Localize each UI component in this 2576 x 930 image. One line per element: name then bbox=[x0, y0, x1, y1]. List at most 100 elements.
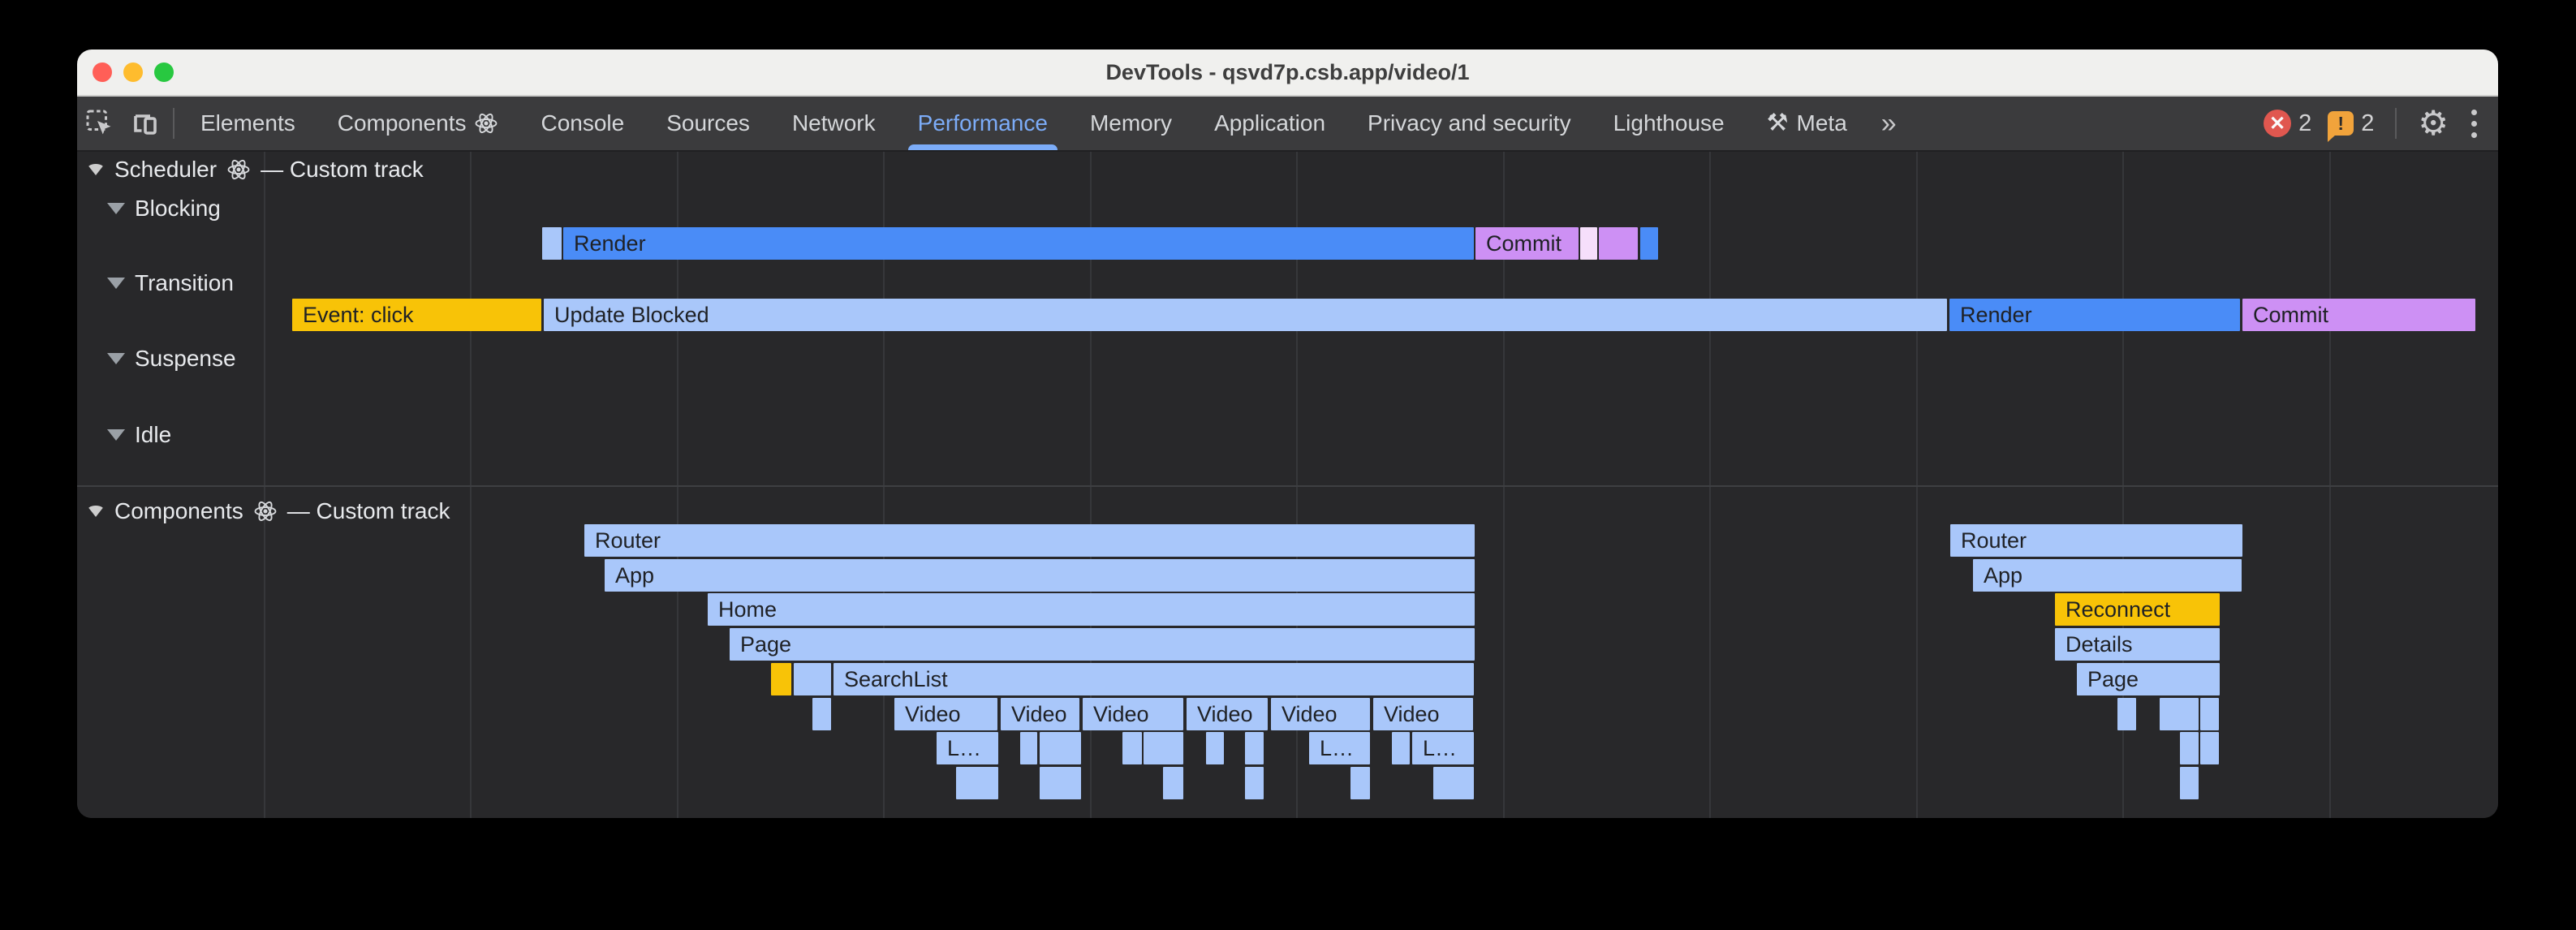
flame-bar[interactable] bbox=[1163, 767, 1183, 799]
timeline-gridline bbox=[1709, 152, 1711, 818]
flame-bar-details[interactable]: Details bbox=[2055, 628, 2220, 661]
flame-bar-video[interactable]: Video bbox=[894, 698, 997, 730]
flame-bar[interactable] bbox=[1040, 767, 1081, 799]
flame-bar[interactable] bbox=[2180, 732, 2199, 764]
flame-bar[interactable] bbox=[1350, 767, 1370, 799]
scheduler-bar-render[interactable]: Render bbox=[1949, 299, 2240, 331]
error-count: 2 bbox=[2298, 110, 2312, 136]
flame-bar-video[interactable]: Video bbox=[1001, 698, 1079, 730]
tab-console[interactable]: Console bbox=[519, 97, 645, 150]
flame-bar-app[interactable]: App bbox=[605, 559, 1475, 592]
lane-transition[interactable]: Transition bbox=[107, 270, 234, 296]
tab-network[interactable]: Network bbox=[771, 97, 897, 150]
lane-label: Blocking bbox=[135, 196, 221, 221]
flame-bar-video[interactable]: Video bbox=[1373, 698, 1473, 730]
scheduler-bar[interactable] bbox=[1640, 227, 1658, 260]
collapse-triangle-icon[interactable] bbox=[87, 506, 105, 517]
tab-label: Console bbox=[541, 110, 625, 136]
tab-elements[interactable]: Elements bbox=[179, 97, 317, 150]
flame-bar[interactable] bbox=[812, 698, 831, 730]
bar-label: Commit bbox=[2253, 303, 2328, 327]
inspect-icon[interactable] bbox=[77, 101, 123, 146]
tab-components[interactable]: Components bbox=[317, 97, 520, 150]
scheduler-bar-commit[interactable]: Commit bbox=[1475, 227, 1579, 260]
flame-bar[interactable] bbox=[1245, 767, 1264, 799]
kebab-menu-icon[interactable] bbox=[2465, 109, 2483, 138]
lane-suspense[interactable]: Suspense bbox=[107, 346, 236, 372]
flame-bar-home[interactable]: Home bbox=[708, 593, 1475, 626]
timeline-gridline bbox=[470, 152, 472, 818]
flame-bar[interactable] bbox=[2117, 698, 2136, 730]
traffic-lights bbox=[93, 62, 174, 82]
flame-bar[interactable] bbox=[1020, 732, 1037, 764]
tab-privacy-and-security[interactable]: Privacy and security bbox=[1346, 97, 1592, 150]
error-badge[interactable]: ✕ 2 bbox=[2264, 110, 2311, 137]
flame-bar-l[interactable]: L… bbox=[1309, 732, 1370, 764]
tab-memory[interactable]: Memory bbox=[1069, 97, 1193, 150]
flame-bar-video[interactable]: Video bbox=[1271, 698, 1370, 730]
flame-bar[interactable] bbox=[956, 767, 998, 799]
flame-bar-page[interactable]: Page bbox=[730, 628, 1475, 661]
tab-sources[interactable]: Sources bbox=[645, 97, 771, 150]
scheduler-bar[interactable] bbox=[1580, 227, 1597, 260]
tab-lighthouse[interactable]: Lighthouse bbox=[1592, 97, 1746, 150]
flame-bar[interactable] bbox=[794, 663, 831, 695]
scheduler-bar[interactable] bbox=[1599, 227, 1638, 260]
flame-bar-router[interactable]: Router bbox=[1950, 524, 2242, 557]
flame-bar-app[interactable]: App bbox=[1973, 559, 2242, 592]
flame-bar[interactable] bbox=[1122, 732, 1142, 764]
collapse-triangle-icon[interactable] bbox=[107, 278, 125, 289]
flame-bar-video[interactable]: Video bbox=[1187, 698, 1268, 730]
flame-bar-router[interactable]: Router bbox=[584, 524, 1475, 557]
flame-bar-video[interactable]: Video bbox=[1083, 698, 1183, 730]
components-track-header[interactable]: Components — Custom track bbox=[87, 498, 450, 524]
zoom-window-button[interactable] bbox=[154, 62, 174, 82]
bar-label: Router bbox=[595, 528, 661, 553]
scheduler-bar-update-blocked[interactable]: Update Blocked bbox=[544, 299, 1947, 331]
warning-badge[interactable]: ! 2 bbox=[2328, 110, 2374, 142]
flame-bar[interactable] bbox=[771, 663, 791, 695]
flame-bar[interactable] bbox=[2180, 767, 2199, 799]
flame-bar[interactable] bbox=[2160, 698, 2199, 730]
tab-performance[interactable]: Performance bbox=[897, 97, 1069, 150]
more-tabs-chevron-icon[interactable]: » bbox=[1880, 107, 1897, 139]
scheduler-track-header[interactable]: Scheduler — Custom track bbox=[87, 157, 424, 183]
collapse-triangle-icon[interactable] bbox=[87, 164, 105, 175]
collapse-triangle-icon[interactable] bbox=[107, 353, 125, 364]
minimize-window-button[interactable] bbox=[123, 62, 143, 82]
flame-bar[interactable] bbox=[1040, 732, 1081, 764]
tab-application[interactable]: Application bbox=[1193, 97, 1346, 150]
scheduler-bar-event-click[interactable]: Event: click bbox=[292, 299, 541, 331]
collapse-triangle-icon[interactable] bbox=[107, 203, 125, 214]
scheduler-bar[interactable] bbox=[542, 227, 562, 260]
lane-blocking[interactable]: Blocking bbox=[107, 196, 221, 222]
flame-bar-searchlist[interactable]: SearchList bbox=[834, 663, 1474, 695]
flame-bar[interactable] bbox=[2200, 732, 2219, 764]
macos-titlebar: DevTools - qsvd7p.csb.app/video/1 bbox=[77, 50, 2498, 97]
bar-label: SearchList bbox=[844, 667, 948, 691]
toolbar-divider bbox=[173, 108, 174, 139]
lane-idle[interactable]: Idle bbox=[107, 422, 171, 448]
flame-bar[interactable] bbox=[1144, 732, 1183, 764]
performance-timeline[interactable]: Scheduler — Custom track Components — Cu… bbox=[77, 152, 2498, 818]
bar-label: Render bbox=[1960, 303, 2032, 327]
tab-meta[interactable]: ⚒ Meta bbox=[1746, 97, 1868, 150]
flame-bar[interactable] bbox=[1392, 732, 1410, 764]
scheduler-bar-render[interactable]: Render bbox=[563, 227, 1474, 260]
collapse-triangle-icon[interactable] bbox=[107, 429, 125, 441]
settings-gear-icon[interactable]: ⚙ bbox=[2418, 104, 2449, 142]
flame-bar[interactable] bbox=[1433, 767, 1474, 799]
flame-bar[interactable] bbox=[1245, 732, 1264, 764]
devtools-window: DevTools - qsvd7p.csb.app/video/1 Elemen… bbox=[77, 50, 2498, 818]
close-window-button[interactable] bbox=[93, 62, 112, 82]
flame-bar-reconnect[interactable]: Reconnect bbox=[2055, 593, 2220, 626]
device-toolbar-icon[interactable] bbox=[123, 101, 168, 146]
flame-bar[interactable] bbox=[2200, 698, 2219, 730]
flame-bar[interactable] bbox=[1206, 732, 1224, 764]
flame-bar-l[interactable]: L… bbox=[937, 732, 998, 764]
devtools-toolbar: Elements Components Console Sources Network P… bbox=[77, 97, 2498, 152]
scheduler-bar-commit[interactable]: Commit bbox=[2242, 299, 2475, 331]
flame-bar-page[interactable]: Page bbox=[2077, 663, 2220, 695]
tab-label: Sources bbox=[666, 110, 750, 136]
flame-bar-l[interactable]: L… bbox=[1412, 732, 1474, 764]
